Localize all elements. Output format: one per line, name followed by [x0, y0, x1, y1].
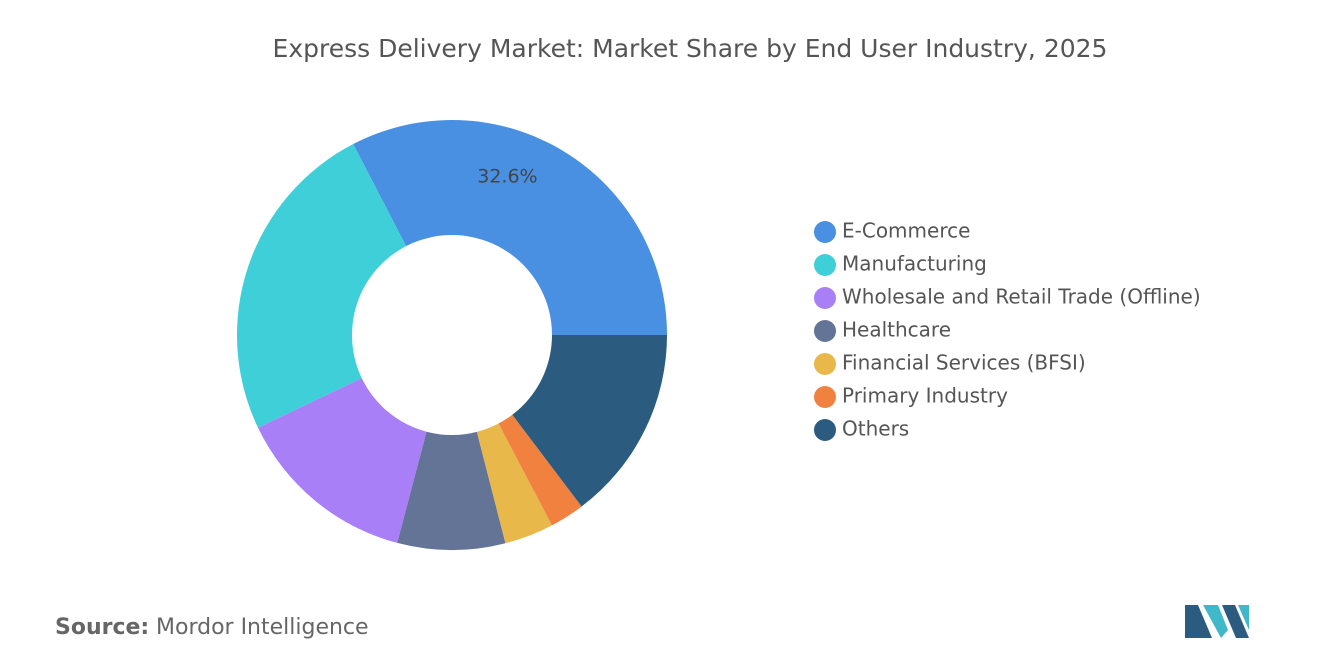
legend-marker: [814, 419, 836, 441]
legend-label: Manufacturing: [842, 252, 987, 276]
legend-marker: [814, 353, 836, 375]
source-text: Mordor Intelligence: [156, 615, 369, 640]
legend-label: Others: [842, 417, 909, 441]
donut-slice: [476, 423, 553, 544]
donut-slice: [258, 378, 427, 543]
legend-marker: [814, 221, 836, 243]
legend-label: Financial Services (BFSI): [842, 351, 1086, 375]
donut-slice: [236, 144, 407, 428]
logo: [1185, 605, 1249, 638]
value-label: 32.6%: [477, 165, 537, 187]
donut-slice: [353, 119, 667, 335]
legend-label: Primary Industry: [842, 384, 1008, 408]
legend-marker: [814, 386, 836, 408]
legend-marker: [814, 320, 836, 342]
legend-label: Healthcare: [842, 318, 951, 342]
legend-marker: [814, 287, 836, 309]
legend-label: E-Commerce: [842, 219, 970, 243]
donut-slice: [512, 335, 667, 507]
donut-slice: [397, 431, 506, 550]
source-label: Source:: [55, 615, 149, 640]
donut-slice: [498, 414, 582, 526]
chart-title: Express Delivery Market: Market Share by…: [273, 34, 1108, 63]
legend-label: Wholesale and Retail Trade (Offline): [842, 285, 1201, 309]
legend-marker: [814, 254, 836, 276]
